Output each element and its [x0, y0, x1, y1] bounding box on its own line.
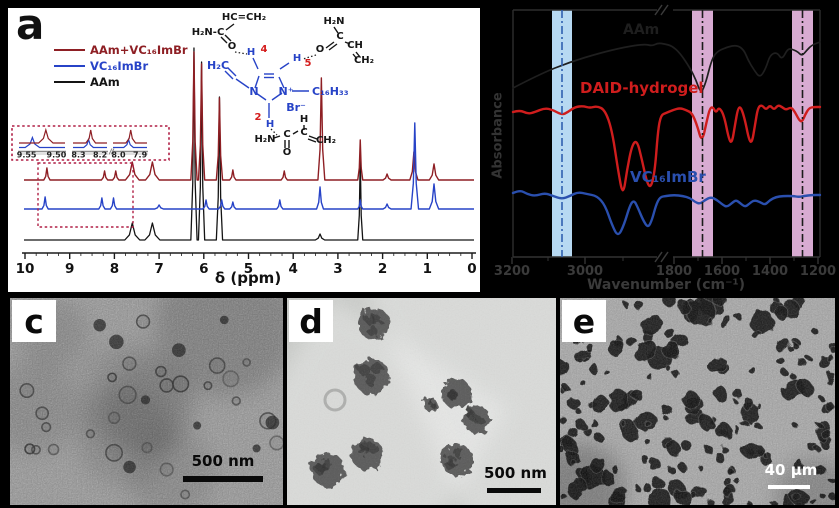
svg-text:7: 7	[154, 261, 163, 277]
legend-item-0: AAm+VC₁₆ImBr	[54, 42, 188, 58]
panel-e-sem: e 40 μm	[560, 298, 835, 505]
svg-text:1200: 1200	[800, 264, 836, 279]
svg-text:2: 2	[255, 112, 262, 123]
nmr-x-axis-title: δ (ppm)	[214, 269, 282, 287]
svg-text:CH: CH	[347, 40, 363, 51]
svg-text:9.50: 9.50	[47, 151, 67, 160]
legend-item-2: AAm	[54, 74, 188, 90]
svg-text:9: 9	[65, 261, 74, 277]
svg-text:6: 6	[199, 261, 208, 277]
svg-text:7.9: 7.9	[133, 151, 148, 160]
svg-text:5: 5	[305, 58, 312, 69]
scalebar-text-e: 40 μm	[764, 461, 818, 479]
svg-text:H₂C: H₂C	[207, 59, 229, 72]
ftir-trace-daid-hydrogel	[511, 104, 822, 192]
ftir-trace-vc-imbr	[511, 190, 822, 236]
nmr-trace-vc-imbr	[24, 122, 474, 210]
svg-text:3000: 3000	[567, 264, 603, 279]
svg-text:H: H	[266, 119, 274, 130]
svg-text:H₂N-C: H₂N-C	[192, 27, 225, 38]
svg-text:Br⁻: Br⁻	[286, 101, 306, 114]
nmr-legend: AAm+VC₁₆ImBr VC₁₆ImBr AAm	[54, 42, 188, 90]
svg-text:H₂N: H₂N	[254, 134, 275, 145]
svg-text:8: 8	[110, 261, 119, 277]
svg-text:C: C	[300, 127, 307, 138]
panel-d-tem: d 500 nm	[287, 298, 556, 505]
legend-line-icon	[54, 49, 85, 51]
ftir-trace-aam	[512, 41, 821, 92]
tem-image-d	[287, 298, 556, 505]
svg-text:O: O	[228, 41, 237, 52]
legend-label: VC₁₆ImBr	[90, 59, 149, 73]
svg-text:C₁₆H₃₃: C₁₆H₃₃	[312, 85, 349, 98]
svg-text:1400: 1400	[752, 264, 788, 279]
ftir-series-label-daid-hydrogel: DAID-hydrogel	[580, 79, 704, 97]
svg-text:N: N	[249, 85, 258, 98]
legend-label: AAm	[90, 75, 120, 89]
scalebar-e	[768, 485, 810, 489]
svg-text:C: C	[283, 129, 290, 140]
scalebar-text-d: 500 nm	[484, 464, 547, 482]
scalebar-text-c: 500 nm	[191, 452, 255, 470]
svg-text:H₂N: H₂N	[323, 16, 344, 27]
svg-text:8.3: 8.3	[71, 151, 85, 160]
svg-text:1: 1	[423, 261, 432, 277]
svg-text:4: 4	[288, 261, 297, 277]
scalebar-d	[487, 488, 541, 493]
svg-text:0: 0	[467, 261, 476, 277]
panel-c-tem: c 500 nm	[10, 298, 283, 505]
nmr-plot: 10 9 8 7 6 5 4 3 2 1 09.55 9.50 8.3 8.2 8.0 7.9	[11, 47, 477, 277]
svg-text:N⁺: N⁺	[278, 85, 293, 98]
panel-label-c: c	[12, 300, 56, 342]
svg-text:H: H	[247, 47, 255, 58]
legend-item-1: VC₁₆ImBr	[54, 58, 188, 74]
panel-label-e: e	[562, 300, 606, 342]
ftir-series-label-aam: AAm	[623, 22, 660, 38]
ftir-x-axis-title: Wavenumber (cm⁻¹)	[586, 277, 746, 293]
legend-line-icon	[54, 65, 85, 67]
svg-text:10: 10	[16, 261, 35, 277]
ftir-plot: 3200 3000 1800 1600 1400 1200	[494, 4, 836, 279]
panel-a-nmr: 10 9 8 7 6 5 4 3 2 1 0 9.55 9.50 8.3 8.2 8.0 7.9 HC=CH₂ H…	[8, 4, 480, 292]
svg-text:4: 4	[261, 44, 268, 55]
svg-text:9.55: 9.55	[17, 151, 37, 160]
svg-text:8.0: 8.0	[111, 151, 126, 160]
svg-text:H: H	[293, 53, 301, 64]
svg-text:H: H	[300, 114, 308, 125]
svg-text:C: C	[336, 31, 343, 42]
svg-text:O: O	[283, 147, 292, 158]
legend-line-icon	[54, 81, 85, 83]
svg-text:1600: 1600	[704, 264, 740, 279]
svg-text:1800: 1800	[656, 264, 692, 279]
nmr-trace-aam-vc-imbr	[24, 51, 474, 181]
svg-text:CH₂: CH₂	[316, 135, 336, 146]
svg-text:5: 5	[244, 261, 253, 277]
svg-text:CH₂: CH₂	[354, 55, 374, 66]
scalebar-c	[183, 476, 263, 482]
svg-text:2: 2	[378, 261, 387, 277]
svg-text:HC=CH₂: HC=CH₂	[222, 12, 266, 23]
panel-label-a: a	[16, 0, 45, 49]
svg-text:O: O	[316, 44, 325, 55]
legend-label: AAm+VC₁₆ImBr	[90, 43, 188, 57]
ftir-series-label-vc16imbr: VC₁₆ImBr	[630, 168, 706, 186]
nmr-trace-aam	[24, 47, 474, 241]
panel-label-d: d	[289, 300, 333, 342]
svg-text:8.2: 8.2	[93, 151, 107, 160]
ftir-y-axis-title: Absorbance	[490, 92, 506, 179]
svg-text:3200: 3200	[494, 264, 530, 279]
svg-text:3: 3	[333, 261, 342, 277]
panel-b-ftir: 3200 3000 1800 1600 1400 1200 AAm DAID-hydrog…	[483, 0, 839, 296]
